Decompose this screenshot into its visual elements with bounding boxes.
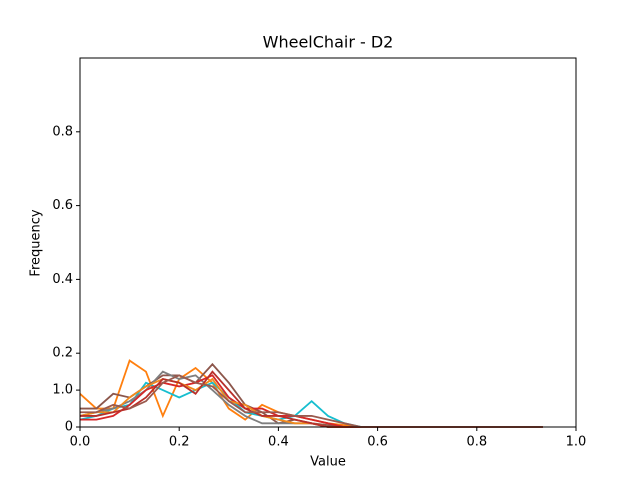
y-tick-label: 1.0 [52, 383, 73, 398]
x-tick-label: 0.4 [268, 435, 289, 450]
x-tick-label: 1.0 [566, 435, 587, 450]
y-tick-label: 0 [65, 420, 73, 435]
x-axis-label: Value [310, 455, 346, 470]
y-tick-label: 0.4 [52, 272, 73, 287]
axes-frame [79, 57, 577, 428]
y-tick-label: 0.6 [52, 198, 73, 213]
x-tick-label: 0.0 [70, 435, 91, 450]
x-tick-label: 0.2 [169, 435, 190, 450]
chart-title: WheelChair - D2 [263, 33, 394, 52]
y-tick-label: 0.2 [52, 346, 73, 361]
y-axis-label: Frequency [29, 209, 44, 276]
y-tick-label: 0.8 [52, 124, 73, 139]
x-tick-label: 0.6 [367, 435, 388, 450]
x-tick-label: 0.8 [466, 435, 487, 450]
